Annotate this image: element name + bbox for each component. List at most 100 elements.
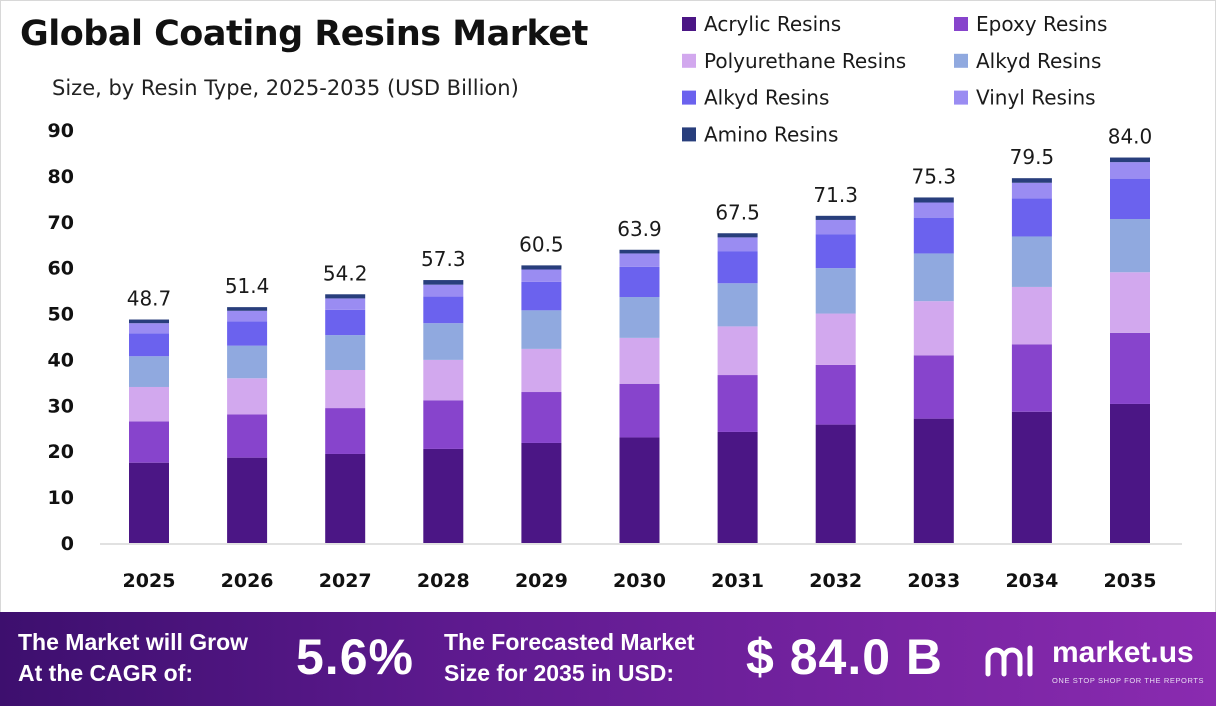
bar-segment xyxy=(717,375,758,432)
y-axis: 0 10 20 30 40 50 60 70 80 90 xyxy=(48,120,74,555)
bar-segment xyxy=(815,219,856,235)
x-tick-label: 2031 xyxy=(711,570,764,592)
total-value-label: 51.4 xyxy=(225,274,270,298)
bar-segment xyxy=(423,323,464,360)
bar-segment xyxy=(325,298,366,310)
bar-segment xyxy=(521,348,562,393)
legend-label: Vinyl Resins xyxy=(976,86,1096,110)
y-tick-label: 10 xyxy=(48,487,74,509)
bar-segment xyxy=(129,462,169,543)
y-tick-label: 80 xyxy=(48,166,74,188)
total-value-label: 48.7 xyxy=(127,287,172,311)
chart-subtitle: Size, by Resin Type, 2025-2035 (USD Bill… xyxy=(52,76,519,100)
bar-segment xyxy=(423,296,464,324)
forecast-caption-line2: Size for 2035 in USD: xyxy=(444,660,675,686)
bar-segment xyxy=(1011,198,1052,237)
total-value-label: 54.2 xyxy=(323,261,368,285)
x-tick-label: 2034 xyxy=(1005,570,1058,592)
y-tick-label: 40 xyxy=(48,349,74,371)
bar-segment xyxy=(325,309,366,336)
footer-banner: The Market will Grow At the CAGR of: 5.6… xyxy=(0,612,1216,706)
x-tick-label: 2028 xyxy=(417,570,470,592)
x-tick-label: 2029 xyxy=(515,570,568,592)
total-value-label: 63.9 xyxy=(617,217,662,241)
bar-segment xyxy=(129,356,169,387)
bars-group: 48.7 51.4 54.2 57.3 60.5 63.9 67.5 71.3 75.3 79.5… xyxy=(127,125,1152,543)
legend-label: Amino Resins xyxy=(704,122,838,146)
bar-segment xyxy=(815,268,856,314)
x-tick-label: 2033 xyxy=(907,570,960,592)
bar-segment xyxy=(227,378,268,415)
cagr-value: 5.6% xyxy=(296,629,414,685)
bar-segment xyxy=(1110,403,1150,543)
bar-segment xyxy=(1011,178,1052,183)
bar-segment xyxy=(913,355,954,419)
bar-segment xyxy=(619,437,660,543)
total-value-label: 67.5 xyxy=(715,200,760,224)
bar-segment xyxy=(325,369,366,409)
legend-label: Epoxy Resins xyxy=(976,12,1107,36)
bar-segment xyxy=(717,237,758,252)
forecast-caption: The Forecasted Market Size for 2035 in U… xyxy=(444,627,695,689)
bar-segment xyxy=(717,283,758,327)
total-value-label: 60.5 xyxy=(519,232,564,256)
bar-segment xyxy=(815,234,856,269)
bar-segment xyxy=(423,400,464,449)
bar-segment xyxy=(913,197,954,203)
stacked-bar-chart: Acrylic Resins Epoxy Resins Polyurethane R… xyxy=(48,12,1182,592)
x-tick-label: 2030 xyxy=(613,570,666,592)
bar-segment xyxy=(619,337,660,384)
bar-segment xyxy=(521,265,562,270)
legend-swatch xyxy=(954,53,968,68)
bar-segment xyxy=(717,251,758,284)
bar-segment xyxy=(619,249,660,254)
bar-segment xyxy=(423,359,464,401)
legend-swatch xyxy=(954,17,968,31)
bar-segment xyxy=(815,364,856,425)
bar-segment xyxy=(717,233,758,238)
x-tick-label: 2026 xyxy=(221,570,274,592)
bar-segment xyxy=(913,253,954,302)
legend-label: Acrylic Resins xyxy=(704,12,841,36)
bar-segment xyxy=(227,457,268,543)
legend-swatch xyxy=(682,90,696,105)
x-tick-label: 2027 xyxy=(319,570,372,592)
cagr-caption: The Market will Grow At the CAGR of: xyxy=(18,627,248,689)
bar-segment xyxy=(815,215,856,220)
bar-segment xyxy=(227,310,268,322)
bar-segment xyxy=(129,386,169,422)
bar-segment xyxy=(717,431,758,543)
total-value-label: 75.3 xyxy=(912,164,957,188)
x-tick-label: 2032 xyxy=(809,570,862,592)
bar-segment xyxy=(423,280,464,285)
bar-segment xyxy=(129,323,169,334)
bar-segment xyxy=(1110,157,1150,163)
bar-segment xyxy=(717,326,758,376)
bar-segment xyxy=(227,345,268,379)
bar-segment xyxy=(325,294,366,299)
forecast-caption-line1: The Forecasted Market xyxy=(444,629,695,655)
bar-segment xyxy=(913,202,954,218)
bar-segment xyxy=(129,421,169,463)
chart-legend: Acrylic Resins Epoxy Resins Polyurethane R… xyxy=(682,12,1107,146)
legend-label: Alkyd Resins xyxy=(704,86,829,110)
legend-label: Polyurethane Resins xyxy=(704,49,906,73)
bar-segment xyxy=(619,297,660,338)
logo-name: market.us xyxy=(1052,636,1194,669)
bar-segment xyxy=(423,284,464,297)
y-tick-label: 60 xyxy=(48,258,74,280)
bar-segment xyxy=(129,333,169,357)
y-tick-label: 20 xyxy=(48,441,74,463)
bar-segment xyxy=(619,266,660,298)
bar-segment xyxy=(1110,162,1150,179)
bar-segment xyxy=(1011,411,1052,543)
bar-segment xyxy=(521,281,562,311)
bar-segment xyxy=(227,321,268,346)
bar-segment xyxy=(325,453,366,543)
bar-segment xyxy=(227,414,268,458)
bar-segment xyxy=(913,418,954,543)
market-us-logo[interactable]: market.us ONE STOP SHOP FOR THE REPORTS xyxy=(984,636,1206,692)
bar-segment xyxy=(1110,219,1150,273)
bar-segment xyxy=(521,269,562,282)
legend-swatch xyxy=(682,53,696,68)
